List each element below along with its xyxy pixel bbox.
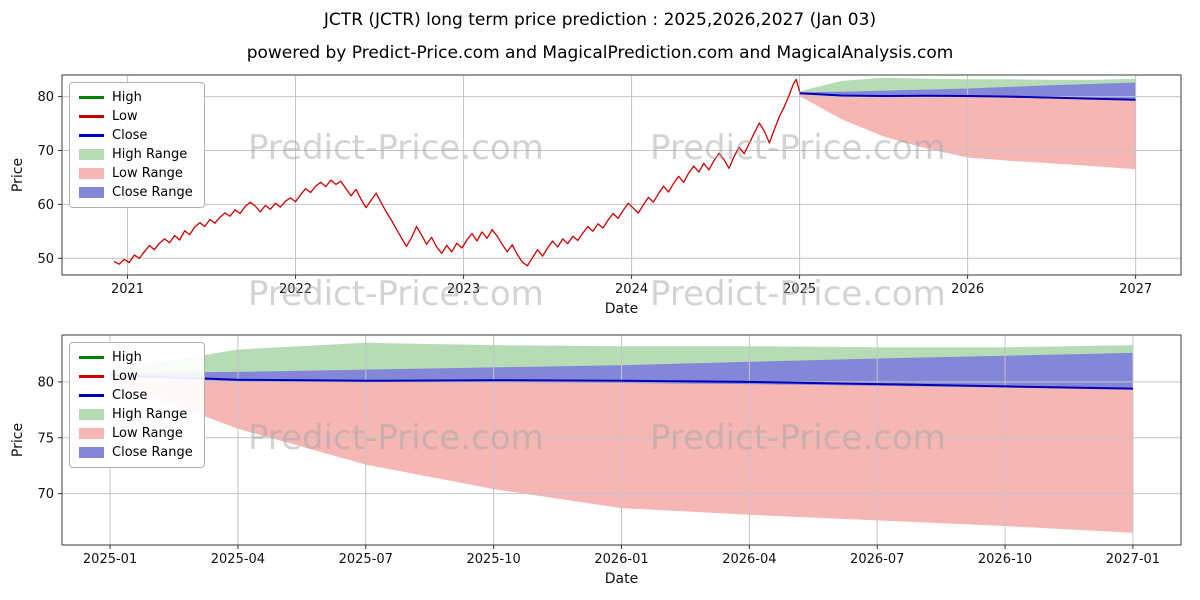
close-line-swatch (79, 394, 104, 397)
y-axis-label: Price (10, 423, 26, 457)
x-tick-label: 2026-04 (722, 552, 776, 567)
legend-item-label: High (112, 90, 142, 105)
high-line-swatch (79, 356, 104, 359)
x-tick-label: 2025-04 (211, 552, 265, 567)
y-tick-label: 70 (37, 487, 54, 502)
y-tick-label: 50 (37, 252, 54, 267)
x-tick-label: 2027 (1119, 282, 1152, 297)
legend-item-high: High (79, 90, 193, 105)
legend-item-label: Low (112, 109, 138, 124)
x-tick-label: 2021 (111, 282, 144, 297)
chart-subtitle: powered by Predict-Price.com and Magical… (246, 43, 954, 63)
predicted-close-line (799, 92, 1136, 101)
legend-item-label: High Range (112, 147, 188, 162)
x-tick-label: 2025-10 (466, 552, 520, 567)
legend-item-low-range: Low Range (79, 166, 193, 181)
legend-item-low: Low (79, 109, 193, 124)
x-axis-label: Date (605, 571, 638, 587)
x-tick-label: 2025-07 (339, 552, 393, 567)
high-line-swatch (79, 96, 104, 99)
legend-item-high-range: High Range (79, 147, 193, 162)
legend-item-close-range: Close Range (79, 185, 193, 200)
y-tick-label: 80 (37, 375, 54, 390)
y-tick-label: 60 (37, 198, 54, 213)
legend-item-close-range: Close Range (79, 445, 193, 460)
x-tick-label: 2024 (615, 282, 648, 297)
plot-border (61, 74, 1182, 276)
legend-item-label: Close Range (112, 445, 193, 460)
price-history-line (113, 78, 801, 267)
x-tick-label: 2022 (279, 282, 312, 297)
x-tick-label: 2025 (783, 282, 816, 297)
high-range-swatch (79, 409, 104, 420)
legend-item-low-range: Low Range (79, 426, 193, 441)
legend-item-close: Close (79, 128, 193, 143)
low-range-swatch (79, 168, 104, 179)
chart-title: JCTR (JCTR) long term price prediction :… (323, 10, 877, 30)
close-range-swatch (79, 187, 104, 198)
predicted-close-line (110, 374, 1133, 390)
legend-item-high-range: High Range (79, 407, 193, 422)
close-line-swatch (79, 134, 104, 137)
y-tick-label: 70 (37, 144, 54, 159)
bottom-chart-legend: High Low Close High Range Low Range Clos… (69, 342, 205, 468)
plot-border (61, 334, 1182, 546)
legend-item-label: Close Range (112, 185, 193, 200)
low-line-swatch (79, 115, 104, 118)
y-tick-label: 80 (37, 90, 54, 105)
x-tick-label: 2026-01 (594, 552, 648, 567)
legend-item-label: Low Range (112, 166, 183, 181)
x-tick-label: 2023 (447, 282, 480, 297)
legend-item-label: Close (112, 388, 148, 403)
legend-item-label: Low (112, 369, 138, 384)
x-tick-label: 2026 (951, 282, 984, 297)
x-tick-label: 2026-07 (850, 552, 904, 567)
y-axis-label: Price (10, 158, 26, 192)
x-axis-label: Date (605, 301, 638, 317)
low-range-swatch (79, 428, 104, 439)
legend-item-label: Low Range (112, 426, 183, 441)
legend-item-low: Low (79, 369, 193, 384)
top-chart-legend: High Low Close High Range Low Range Clos… (69, 82, 205, 208)
x-tick-label: 2027-01 (1106, 552, 1160, 567)
y-tick-label: 75 (37, 431, 54, 446)
legend-item-label: Close (112, 128, 148, 143)
x-tick-label: 2026-10 (978, 552, 1032, 567)
legend-item-label: High (112, 350, 142, 365)
x-tick-label: 2025-01 (83, 552, 137, 567)
legend-item-label: High Range (112, 407, 188, 422)
legend-item-high: High (79, 350, 193, 365)
close-range-swatch (79, 447, 104, 458)
legend-item-close: Close (79, 388, 193, 403)
low-line-swatch (79, 375, 104, 378)
high-range-swatch (79, 149, 104, 160)
